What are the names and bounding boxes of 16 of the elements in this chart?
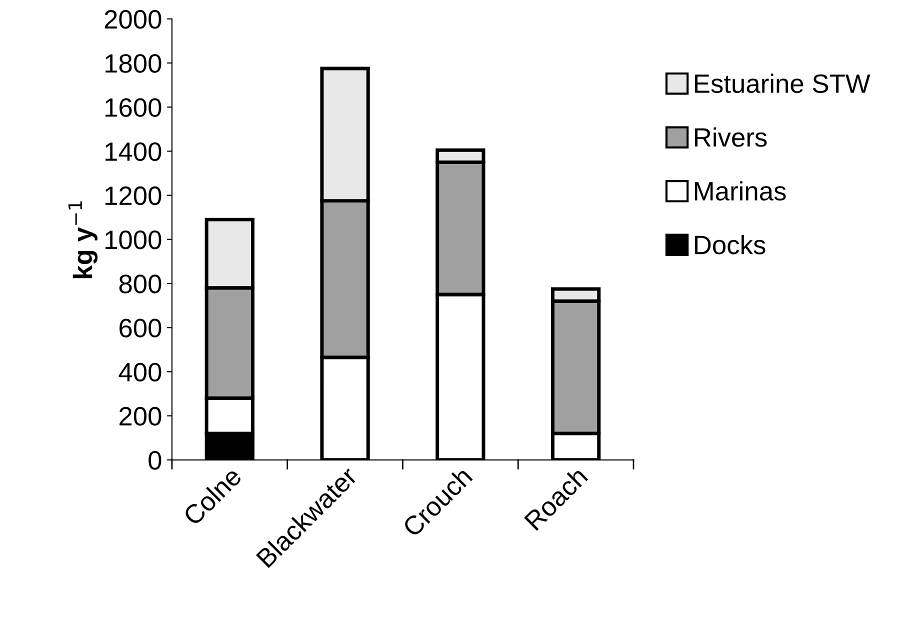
y-tick-label: 1600	[106, 98, 162, 117]
y-tick-label: 1800	[106, 54, 162, 73]
y-axis-title: kg y$^{−1}$	[68, 201, 98, 278]
legend-label: Estuarine STW	[695, 74, 870, 94]
y-tick-label: 2000	[104, 10, 162, 29]
y-tick-label: 400	[118, 362, 162, 382]
y-tick-label: 800	[119, 274, 162, 294]
y-tick-label: 200	[120, 406, 162, 426]
y-tick-label: 1000	[106, 230, 162, 250]
legend-label: Marinas	[695, 181, 786, 201]
legend-label: Docks	[695, 234, 766, 254]
y-tick-label: 600	[120, 318, 162, 338]
y-tick-label: 1400	[106, 142, 162, 162]
y-tick-label: 0	[148, 451, 162, 470]
legend-label: Rivers	[695, 127, 767, 147]
y-tick-label: 1200	[106, 186, 162, 206]
